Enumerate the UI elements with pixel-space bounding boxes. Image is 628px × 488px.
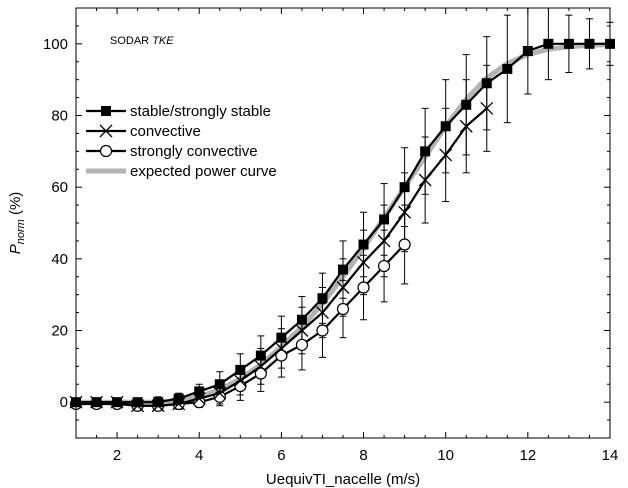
point-stable: [276, 332, 287, 343]
point-stable: [338, 264, 348, 275]
point-stable: [379, 214, 390, 225]
point-convective: [316, 306, 329, 320]
point-stable: [91, 397, 102, 408]
point-convective: [274, 341, 288, 355]
point-convective: [480, 101, 494, 115]
point-stable: [235, 364, 246, 375]
y-tick-label: 0: [60, 394, 68, 411]
x-tick-label: 8: [359, 447, 367, 464]
y-axis-label-main: P: [7, 244, 24, 254]
y-tick-label: 80: [51, 108, 68, 125]
series-group: [69, 7, 615, 413]
point-strongly-convective: [316, 324, 329, 337]
annotation-italic: TKE: [152, 35, 174, 47]
ticks-group: 2 4 6 8 10 12 14 0 20 40 60 80 100: [43, 7, 619, 464]
legend-item: convective: [86, 123, 201, 140]
point-convective: [418, 173, 432, 187]
x-axis-label: UequivTI_nacelle (m/s): [266, 471, 420, 488]
point-stable: [255, 350, 266, 361]
point-convective: [439, 148, 453, 162]
point-stable: [358, 239, 369, 250]
point-convective: [398, 205, 412, 219]
legend-marker: [99, 124, 113, 138]
point-convective: [233, 374, 247, 388]
point-strongly-convective: [275, 349, 288, 362]
point-strongly-convective: [336, 302, 350, 316]
legend-marker: [101, 106, 111, 116]
point-strongly-convective: [377, 259, 391, 273]
point-convective: [459, 119, 473, 133]
point-stable: [194, 386, 205, 397]
x-tick-label: 10: [437, 447, 454, 464]
point-stable: [522, 46, 533, 56]
point-stable: [461, 99, 472, 110]
point-stable: [173, 393, 184, 404]
x-tick-label: 12: [520, 447, 537, 464]
point-stable: [317, 293, 328, 304]
plot-frame: [75, 7, 611, 439]
point-stable: [584, 38, 595, 49]
legend-label: convective: [130, 123, 201, 140]
y-tick-label: 100: [43, 36, 68, 53]
chart-annotation: SODAR TKE: [110, 35, 174, 47]
point-convective: [357, 255, 370, 269]
y-axis-label: Pnorm (%): [7, 192, 27, 255]
x-tick-label: 4: [195, 447, 203, 464]
point-stable: [132, 397, 143, 408]
legend-item: stable/strongly stable: [86, 103, 271, 120]
y-tick-label: 20: [51, 323, 68, 340]
legend-marker: [99, 144, 113, 158]
point-stable: [440, 121, 451, 132]
point-stable: [399, 182, 410, 193]
point-strongly-convective: [254, 367, 267, 380]
point-stable: [153, 397, 164, 408]
series-line-stable: [76, 42, 610, 404]
y-axis-label-subscript: norm: [15, 219, 27, 244]
y-tick-label: 40: [51, 251, 68, 268]
point-stable: [420, 146, 431, 157]
point-stable: [214, 379, 225, 390]
point-convective: [336, 281, 350, 294]
legend-item: expected power curve: [86, 163, 277, 180]
legend-label: stable/strongly stable: [130, 103, 271, 120]
point-stable: [563, 38, 574, 49]
y-tick-label: 60: [51, 179, 68, 196]
x-tick-label: 2: [113, 447, 121, 464]
legend-label: expected power curve: [130, 163, 277, 180]
point-convective: [377, 234, 391, 248]
point-convective: [295, 324, 309, 337]
series-line-expected-power-curve: [76, 42, 611, 405]
point-stable: [296, 314, 307, 325]
annotation-plain: SODAR: [110, 35, 152, 47]
y-axis-label-suffix: (%): [7, 192, 24, 220]
x-tick-label: 6: [277, 447, 285, 464]
legend-item: strongly convective: [86, 143, 258, 160]
x-tick-label: 14: [602, 447, 619, 464]
point-convective: [254, 359, 268, 373]
point-strongly-convective: [295, 338, 309, 351]
point-stable: [481, 78, 492, 89]
legend: stable/strongly stable convective strongly…: [86, 103, 277, 180]
point-strongly-convective: [357, 281, 370, 294]
legend-label: strongly convective: [130, 143, 258, 160]
point-strongly-convective: [398, 238, 411, 251]
point-stable: [543, 38, 554, 49]
point-stable: [502, 63, 513, 74]
point-stable: [112, 397, 123, 408]
